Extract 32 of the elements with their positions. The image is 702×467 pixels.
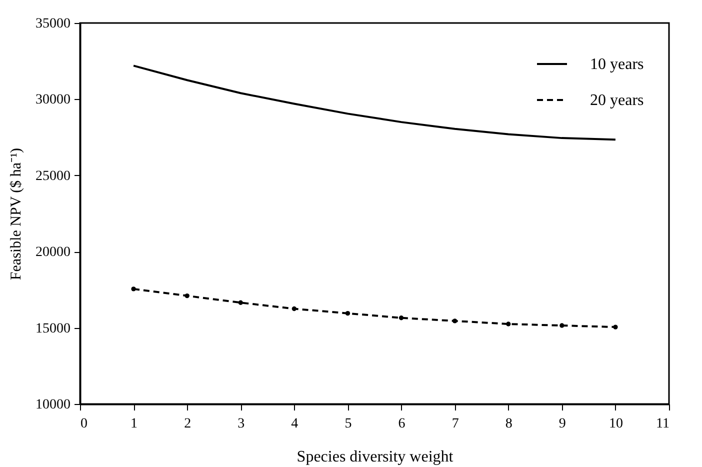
y-tick-label: 25000 (36, 168, 70, 184)
x-tick-label: 2 (184, 416, 192, 432)
x-tick-label: 5 (344, 416, 352, 432)
x-tick-label: 7 (452, 416, 459, 432)
point (613, 324, 618, 330)
y-tick-label: 20000 (36, 245, 70, 260)
y-tick-label: 35000 (36, 16, 70, 32)
point (398, 316, 404, 320)
y-axis-title: Feasible NPV ($ ha⁻¹) (8, 148, 24, 280)
point (184, 293, 190, 298)
point (238, 300, 243, 305)
point (452, 318, 458, 324)
x-tick-label: 0 (80, 416, 88, 432)
x-tick-label: 9 (558, 416, 566, 432)
x-axis-title: Species diversity weight (296, 448, 454, 466)
x-tick-label: 11 (656, 416, 670, 432)
x-tick-label: 3 (238, 416, 245, 432)
legend-label: 20 years (590, 92, 644, 109)
point (345, 310, 350, 316)
point (131, 286, 136, 292)
point (292, 306, 297, 312)
y-tick-label: 30000 (36, 92, 70, 108)
x-tick-label: 4 (291, 416, 298, 432)
x-tick-label: 10 (608, 416, 623, 432)
y-tick-label: 15000 (36, 321, 70, 336)
x-tick-label: 8 (505, 416, 512, 432)
legend-label: 10 years (590, 56, 644, 73)
point (506, 322, 511, 326)
x-tick-label: 1 (130, 416, 138, 432)
y-tick-label: 10000 (36, 398, 70, 412)
x-tick-label: 6 (398, 416, 406, 432)
point (560, 323, 564, 328)
